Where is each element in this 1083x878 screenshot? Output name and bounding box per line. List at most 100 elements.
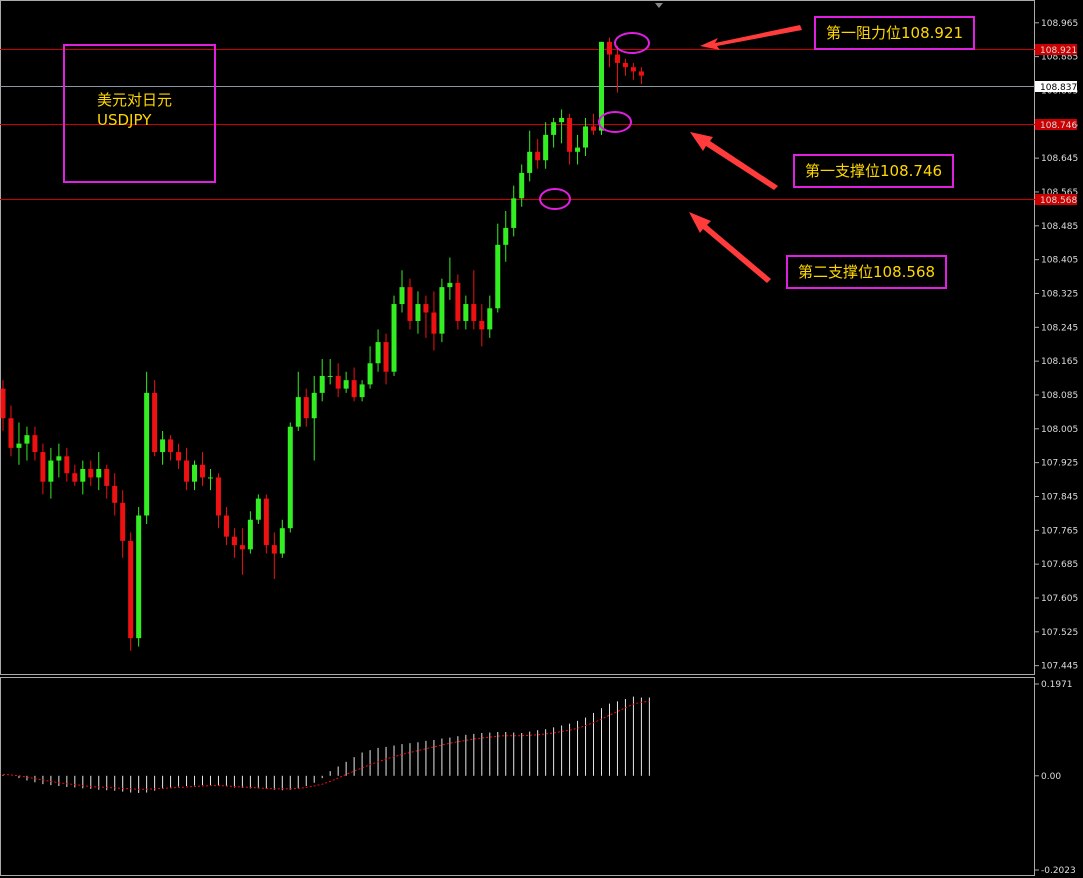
candle xyxy=(519,164,525,207)
candle xyxy=(64,447,70,482)
candle-body xyxy=(128,540,134,639)
candle-body xyxy=(247,519,253,550)
candle xyxy=(383,333,389,385)
support1-tag-text: 108.746 xyxy=(1040,121,1077,131)
candle xyxy=(144,371,150,524)
candle-body xyxy=(295,397,301,427)
support2-tag-text: 108.568 xyxy=(1040,196,1077,206)
candle-body xyxy=(319,375,325,393)
candle-body xyxy=(0,388,6,419)
candle xyxy=(239,528,245,575)
candle xyxy=(176,443,182,469)
candle-body xyxy=(431,312,437,334)
price-tick-label: 107.925 xyxy=(1041,459,1078,469)
price-tick-label: 108.405 xyxy=(1041,256,1078,266)
candle xyxy=(303,388,309,427)
candle-body xyxy=(407,287,413,321)
candle-body xyxy=(487,308,493,330)
candle xyxy=(271,532,277,579)
candle-body xyxy=(638,71,644,76)
candle-body xyxy=(303,397,309,419)
candle-body xyxy=(535,151,541,161)
candle xyxy=(351,367,357,402)
candle xyxy=(638,67,644,85)
candle xyxy=(255,494,261,524)
candle xyxy=(415,291,421,334)
candle xyxy=(168,435,174,461)
candle-body xyxy=(80,468,86,482)
indicator-axis: 0.1971 0.00 -0.2023 xyxy=(1035,680,1076,876)
candle-body xyxy=(551,122,557,135)
osma-histogram xyxy=(2,696,650,794)
candle xyxy=(567,113,573,165)
candle-body xyxy=(367,363,373,385)
candle xyxy=(591,113,597,135)
candle-body xyxy=(351,380,357,398)
candle xyxy=(311,375,317,461)
candle xyxy=(455,274,461,330)
candle xyxy=(431,291,437,351)
candle-body xyxy=(223,515,229,537)
candle-body xyxy=(96,468,102,478)
candle xyxy=(128,532,134,651)
candle xyxy=(503,211,509,262)
candle xyxy=(495,223,501,313)
current-price-tag: 108.837 xyxy=(1035,81,1077,93)
candle xyxy=(575,134,581,165)
price-tick-label: 107.445 xyxy=(1041,662,1078,672)
candle-body xyxy=(630,67,636,72)
candle xyxy=(343,371,349,393)
resistance-arrow-icon xyxy=(700,25,802,50)
candle-body xyxy=(495,244,501,309)
candle xyxy=(247,511,253,554)
candle-body xyxy=(160,439,166,453)
candle xyxy=(184,447,190,491)
candle-body xyxy=(479,320,485,330)
scroll-marker-icon[interactable] xyxy=(655,3,663,8)
symbol-label: 美元对日元 USDJPY xyxy=(97,90,172,130)
candle xyxy=(399,270,405,313)
candle-body xyxy=(399,287,405,305)
candle xyxy=(359,380,365,402)
candle xyxy=(120,490,126,558)
support1-label: 第一支撑位108.746 xyxy=(793,154,955,188)
arrows xyxy=(689,25,802,283)
symbol-name-cn: 美元对日元 xyxy=(97,91,173,109)
price-tick-label: 108.165 xyxy=(1041,357,1078,367)
candle-body xyxy=(383,342,389,372)
candles-layer xyxy=(0,37,644,651)
candle xyxy=(200,452,205,486)
candle-body xyxy=(622,62,628,68)
candle xyxy=(599,41,604,135)
candle xyxy=(56,443,62,478)
resistance1-tag-text: 108.921 xyxy=(1040,46,1077,56)
candle-body xyxy=(391,304,397,372)
support2-label: 第二支撑位108.568 xyxy=(786,255,948,289)
support1-arrow-icon xyxy=(690,132,778,190)
candle xyxy=(295,371,301,431)
candle xyxy=(543,122,549,169)
candle-body xyxy=(144,392,150,516)
candle xyxy=(16,422,22,465)
candle-body xyxy=(335,375,341,389)
candle-body xyxy=(415,304,421,321)
candle-body xyxy=(263,498,269,546)
candle-body xyxy=(439,287,445,334)
candle-body xyxy=(287,426,293,529)
candle-body xyxy=(112,485,118,503)
indicator-panel-frame xyxy=(0,677,1035,876)
candle-body xyxy=(599,41,604,131)
candle xyxy=(231,528,237,558)
candle xyxy=(375,329,381,372)
price-tick-label: 107.525 xyxy=(1041,628,1078,638)
candle xyxy=(407,278,413,330)
current-price-tag-text: 108.837 xyxy=(1040,83,1077,93)
price-tick-label: 108.005 xyxy=(1041,425,1078,435)
main-panel-frame xyxy=(0,0,1035,675)
candle xyxy=(447,257,453,300)
candle-body xyxy=(606,41,612,55)
candle-body xyxy=(519,172,525,199)
candle-body xyxy=(423,304,429,313)
price-tick-label: 108.245 xyxy=(1041,323,1078,333)
